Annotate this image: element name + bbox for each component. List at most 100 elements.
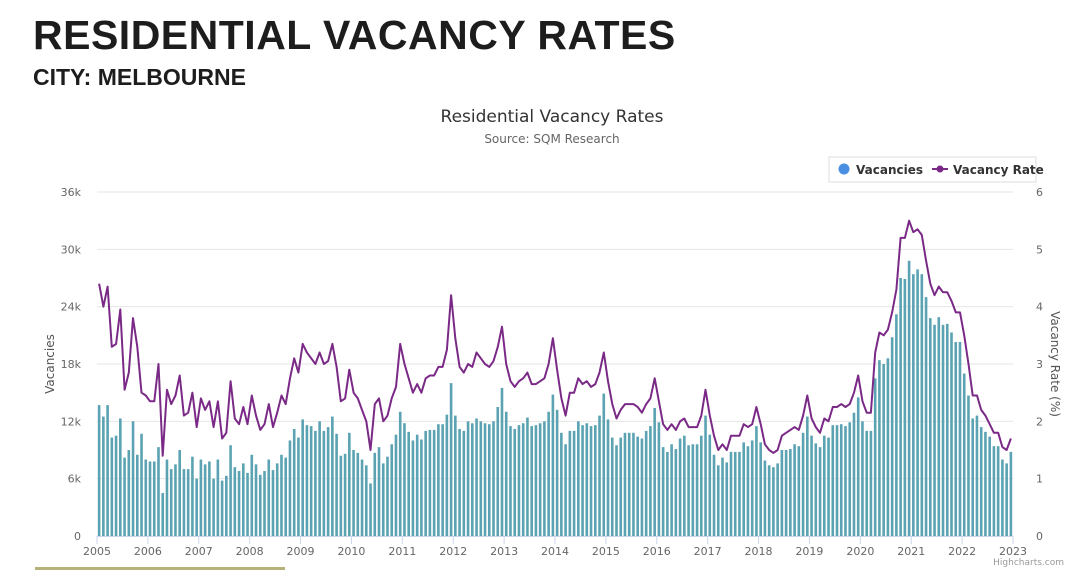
vacancies-bar <box>297 437 300 536</box>
vacancies-bar <box>110 437 114 536</box>
vacancies-bar <box>704 415 707 536</box>
vacancies-bar <box>551 394 555 536</box>
vacancies-bar <box>169 469 173 536</box>
vacancies-bar <box>924 297 928 536</box>
vacancies-bar <box>369 483 372 536</box>
x-tick-label: 2013 <box>490 545 518 558</box>
vacancies-bar <box>873 378 877 536</box>
city-subtitle: CITY: MELBOURNE <box>33 64 246 90</box>
vacancies-bar <box>199 459 203 536</box>
vacancies-bar <box>237 471 241 536</box>
vacancies-bar <box>513 428 517 536</box>
vacancies-bar <box>229 445 232 536</box>
vacancies-bar <box>776 463 779 536</box>
vacancies-bar <box>759 442 762 536</box>
vacancies-bar <box>398 411 402 536</box>
x-tick-label: 2015 <box>592 545 620 558</box>
vacancies-bar <box>789 449 792 536</box>
vacancies-bar <box>127 450 131 536</box>
vacancies-bar <box>521 423 525 536</box>
vacancies-bar <box>246 472 249 536</box>
vacancies-bar <box>572 430 576 536</box>
y-tick-label: 18k <box>61 358 82 371</box>
vacancies-bar <box>810 435 813 536</box>
x-tick-label: 2021 <box>897 545 925 558</box>
vacancies-bar <box>623 432 627 536</box>
vacancies-bar <box>364 465 368 536</box>
vacancies-bar <box>937 317 941 536</box>
chart-title: Residential Vacancy Rates <box>441 107 664 127</box>
vacancies-bar <box>1009 451 1013 536</box>
vacancies-bar <box>742 442 746 536</box>
vacancies-bar <box>568 430 572 536</box>
vacancies-bar <box>411 440 415 536</box>
vacancies-bar <box>797 446 801 536</box>
vacancies-bar <box>806 416 809 536</box>
vacancies-bar <box>822 435 826 536</box>
x-tick-label: 2012 <box>439 545 467 558</box>
vacancies-bar <box>140 433 143 536</box>
vacancies-bar <box>890 337 894 536</box>
vacancies-bar <box>950 332 953 536</box>
vacancies-bar <box>195 478 198 536</box>
vacancies-bar <box>801 432 805 536</box>
x-tick-label: 2018 <box>745 545 773 558</box>
x-tick-label: 2022 <box>948 545 976 558</box>
vacancies-bar <box>856 397 860 536</box>
vacancies-bar <box>598 415 601 536</box>
vacancies-bar <box>967 395 970 536</box>
vacancies-bar <box>954 342 958 536</box>
vacancies-bar <box>878 360 881 536</box>
vacancies-bar <box>390 444 394 536</box>
vacancies-bar <box>441 424 444 536</box>
vacancies-bar <box>780 450 784 536</box>
vacancies-bar <box>454 415 457 536</box>
vacancies-bar <box>848 422 852 536</box>
vacancies-bar <box>144 459 148 536</box>
vacancy-rate-line <box>98 219 1012 457</box>
credits-link[interactable]: Highcharts.com <box>993 558 1064 568</box>
vacancies-bar <box>920 274 924 536</box>
vacancies-bar <box>861 421 864 536</box>
y2-tick-label: 0 <box>1036 530 1043 543</box>
vacancies-bar <box>284 457 288 536</box>
vacancies-bar <box>225 475 228 536</box>
legend-item-vacancy-rate[interactable]: Vacancy Rate <box>932 163 1044 177</box>
x-tick-label: 2005 <box>83 545 111 558</box>
vacancies-bar <box>526 417 529 536</box>
x-tick-label: 2017 <box>694 545 722 558</box>
vacancies-bar <box>678 438 682 536</box>
vacancies-bar <box>309 426 313 536</box>
vacancies-bar <box>250 454 254 536</box>
vacancies-bar <box>929 318 932 536</box>
vacancies-bar <box>203 464 207 536</box>
vacancies-bar <box>708 434 712 536</box>
vacancies-bar <box>784 450 788 536</box>
vacancies-bar <box>475 418 478 536</box>
legend-label-vacancy-rate: Vacancy Rate <box>953 163 1044 177</box>
vacancies-bar <box>547 411 550 536</box>
y2-tick-label: 4 <box>1036 301 1043 314</box>
vacancies-bar <box>216 459 220 536</box>
legend-item-vacancies[interactable]: Vacancies <box>838 163 924 177</box>
vacancies-bar <box>683 435 686 536</box>
vacancies-bar <box>322 430 326 536</box>
vacancies-bar <box>577 421 580 536</box>
x-tick-label: 2011 <box>388 545 416 558</box>
vacancies-bar <box>208 461 211 536</box>
vacancies-bar <box>458 428 461 536</box>
vacancies-bar <box>517 425 521 536</box>
page-title: RESIDENTIAL VACANCY RATES <box>33 12 676 58</box>
vacancies-bar <box>97 405 101 536</box>
vacancies-bar <box>763 460 767 536</box>
vacancies-bar <box>339 455 343 536</box>
vacancies-bar <box>360 459 364 536</box>
vacancies-bar <box>729 451 733 536</box>
vacancies-bar <box>818 447 822 536</box>
x-tick-label: 2006 <box>134 545 162 558</box>
vacancies-bar <box>835 425 839 536</box>
vacancies-bar <box>644 430 648 536</box>
vacancies-bar <box>593 425 597 536</box>
vacancies-bar <box>589 426 593 536</box>
vacancy-rate-series <box>98 219 1012 457</box>
